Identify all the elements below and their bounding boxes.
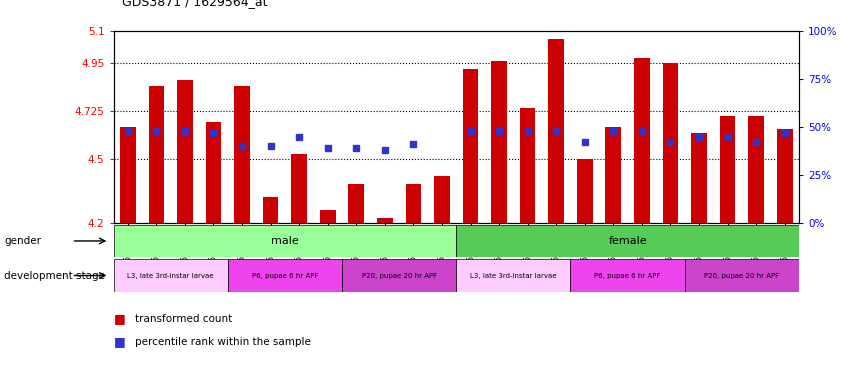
Bar [434, 176, 450, 223]
Text: P20, pupae 20 hr APF: P20, pupae 20 hr APF [362, 273, 436, 278]
Bar [577, 159, 593, 223]
Text: female: female [608, 236, 647, 246]
Text: P6, pupae 6 hr APF: P6, pupae 6 hr APF [595, 273, 661, 278]
Text: transformed count: transformed count [135, 314, 232, 324]
Bar [748, 116, 764, 223]
Bar [320, 210, 336, 223]
Bar [405, 184, 421, 223]
Bar [114, 259, 228, 292]
Bar [691, 133, 706, 223]
Text: GDS3871 / 1629564_at: GDS3871 / 1629564_at [122, 0, 267, 8]
Text: development stage: development stage [4, 270, 105, 281]
Bar [720, 116, 735, 223]
Text: gender: gender [4, 236, 41, 246]
Bar [663, 63, 679, 223]
Bar [206, 122, 221, 223]
Text: L3, late 3rd-instar larvae: L3, late 3rd-instar larvae [127, 273, 214, 278]
Bar [149, 86, 164, 223]
Bar [606, 127, 621, 223]
Bar [456, 259, 570, 292]
Bar [348, 184, 364, 223]
Bar [548, 39, 564, 223]
Bar [777, 129, 792, 223]
Bar [377, 218, 393, 223]
Text: P6, pupae 6 hr APF: P6, pupae 6 hr APF [251, 273, 318, 278]
Bar [520, 108, 536, 223]
Bar [262, 197, 278, 223]
Bar [120, 127, 135, 223]
Bar [491, 61, 507, 223]
Bar [114, 225, 456, 257]
Text: percentile rank within the sample: percentile rank within the sample [135, 337, 310, 347]
Bar [228, 259, 342, 292]
Bar [234, 86, 250, 223]
Bar [177, 80, 193, 223]
Bar [342, 259, 456, 292]
Bar [685, 259, 799, 292]
Bar [291, 154, 307, 223]
Text: ■: ■ [114, 312, 125, 325]
Bar [634, 58, 650, 223]
Text: ■: ■ [114, 335, 125, 348]
Text: male: male [271, 236, 299, 246]
Text: P20, pupae 20 hr APF: P20, pupae 20 hr APF [704, 273, 780, 278]
Bar [570, 259, 685, 292]
Bar [456, 225, 799, 257]
Bar [463, 69, 479, 223]
Text: L3, late 3rd-instar larvae: L3, late 3rd-instar larvae [470, 273, 557, 278]
